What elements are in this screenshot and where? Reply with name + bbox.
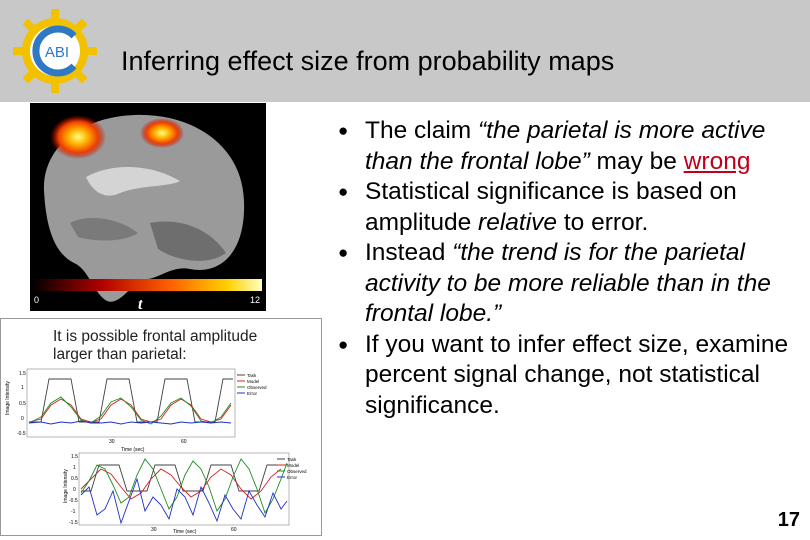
bullet-item: Instead “the trend is for the parietal a… bbox=[338, 238, 803, 330]
chart1-ytick: 0 bbox=[21, 416, 24, 422]
chart1-error-line bbox=[28, 420, 232, 425]
panel-caption-line1: It is possible frontal amplitude bbox=[53, 328, 257, 345]
chart2-ytick: 1 bbox=[73, 465, 76, 471]
chart2-ytick: -1 bbox=[71, 509, 76, 515]
chart1-xtick: 30 bbox=[109, 439, 115, 445]
chart1-observed-line bbox=[28, 396, 232, 425]
chart1-ytick: 1 bbox=[21, 385, 24, 391]
chart1-legend: Task Model Observed Error bbox=[237, 373, 267, 396]
chart1-ylabel: Image Intensity bbox=[5, 381, 11, 415]
bullet-item: The claim “the parietal is more active t… bbox=[338, 116, 803, 177]
page-number: 17 bbox=[777, 509, 800, 531]
colorbar-t-label: t bbox=[138, 296, 143, 311]
abi-logo: ABI bbox=[13, 9, 97, 93]
panel-caption-line2: larger than parietal: bbox=[53, 346, 187, 363]
chart1-ytick: 0.5 bbox=[19, 401, 26, 407]
chart2-legend: Task Model Observed Error bbox=[277, 457, 307, 480]
chart2-legend-task: Task bbox=[287, 457, 297, 462]
chart2-error-line bbox=[80, 477, 288, 525]
slide-title: Inferring effect size from probability m… bbox=[121, 46, 615, 76]
timecourse-chart-1: Image Intensity 1.5 1 0.5 0 -0.5 30 60 T… bbox=[5, 368, 267, 453]
parietal-activation-blob bbox=[50, 115, 106, 159]
bullet-emphasis: relative bbox=[478, 208, 558, 236]
chart1-model-line bbox=[28, 398, 232, 423]
wrong-link[interactable]: wrong bbox=[683, 147, 751, 175]
bullet-list: The claim “the parietal is more active t… bbox=[338, 116, 803, 421]
bullet-emphasis: “the parietal is more active than the fr… bbox=[365, 117, 766, 175]
chart1-ytick: -0.5 bbox=[17, 431, 26, 437]
chart1-legend-error: Error bbox=[247, 391, 258, 396]
bullet-emphasis: “the trend is for the parietal activity … bbox=[365, 239, 771, 327]
chart2-legend-error: Error bbox=[287, 475, 298, 480]
colorbar bbox=[32, 279, 262, 291]
logo-text: ABI bbox=[45, 44, 69, 61]
timecourse-graph-panel: It is possible frontal amplitude larger … bbox=[0, 318, 322, 536]
bullet-text: If you want to infer effect size, examin… bbox=[365, 330, 789, 419]
chart1-xlabel: Time (sec) bbox=[121, 447, 145, 453]
chart2-ytick: 1.5 bbox=[71, 454, 78, 460]
colorbar-min-label: 0 bbox=[34, 295, 39, 305]
chart2-xlabel: Time (sec) bbox=[173, 529, 197, 535]
chart1-legend-model: Model bbox=[247, 379, 259, 384]
chart2-ytick: -1.5 bbox=[69, 520, 78, 526]
chart2-observed-line bbox=[80, 458, 288, 515]
brain-activation-map: 0 t 12 bbox=[30, 103, 266, 311]
frontal-activation-blob bbox=[140, 118, 184, 148]
bullet-text: may be bbox=[589, 147, 684, 175]
chart2-xtick: 60 bbox=[231, 527, 237, 533]
slide-header: ABI Inferring effect size from probabili… bbox=[0, 0, 810, 102]
bullet-text: Statistical significance is based on amp… bbox=[365, 178, 737, 236]
colorbar-max-label: 12 bbox=[250, 295, 260, 305]
bullet-item: Statistical significance is based on amp… bbox=[338, 177, 803, 238]
bullet-text: The claim bbox=[365, 117, 479, 144]
chart2-xtick: 30 bbox=[151, 527, 157, 533]
timecourse-graphs: It is possible frontal amplitude larger … bbox=[5, 328, 307, 535]
chart1-legend-task: Task bbox=[247, 373, 257, 378]
chart2-ytick: 0 bbox=[73, 487, 76, 493]
bullet-text: to error. bbox=[557, 208, 649, 236]
chart1-xtick: 60 bbox=[181, 439, 187, 445]
chart2-legend-observed: Observed bbox=[287, 469, 307, 474]
bullet-item: If you want to infer effect size, examin… bbox=[338, 330, 803, 422]
bullet-text: Instead bbox=[365, 239, 453, 266]
chart2-ytick: 0.5 bbox=[71, 476, 78, 482]
chart1-ytick: 1.5 bbox=[19, 371, 26, 377]
chart2-ytick: -0.5 bbox=[69, 498, 78, 504]
chart2-ylabel: Image Intensity bbox=[63, 469, 69, 503]
chart1-legend-observed: Observed bbox=[247, 385, 267, 390]
chart2-legend-model: Model bbox=[287, 463, 299, 468]
timecourse-chart-2: Image Intensity 1.5 1 0.5 0 -0.5 -1 -1.5… bbox=[63, 452, 307, 535]
